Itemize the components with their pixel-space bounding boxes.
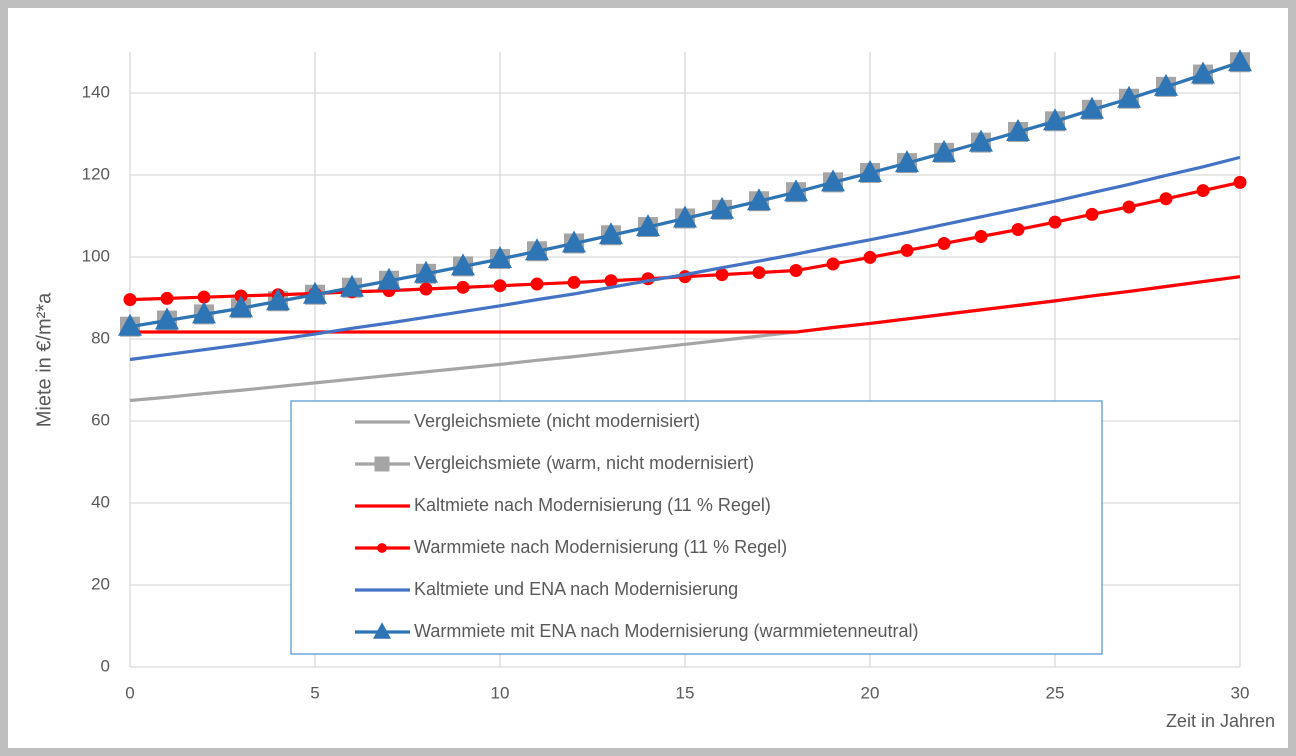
square-marker [374, 456, 390, 472]
circle-marker [604, 274, 618, 288]
y-tick-label: 60 [91, 410, 110, 429]
circle-marker [160, 291, 174, 305]
series-line [130, 275, 1241, 334]
series-line [129, 155, 1241, 362]
x-tick-label: 5 [310, 683, 319, 702]
circle-marker [863, 250, 877, 264]
triangle-marker [821, 169, 845, 192]
circle-marker [1048, 215, 1062, 229]
triangle-marker [373, 622, 391, 639]
circle-marker [493, 279, 507, 293]
triangle-marker [1006, 118, 1030, 141]
triangle-marker [414, 260, 438, 283]
x-tick-label: 30 [1231, 683, 1250, 702]
legend-box [290, 400, 1103, 655]
triangle-marker [340, 274, 364, 297]
triangle-marker [636, 214, 660, 237]
legend-label: Vergleichsmiete (warm, nicht modernisier… [414, 453, 754, 473]
triangle-marker [266, 288, 290, 311]
triangle-marker [673, 205, 697, 228]
y-tick-label: 40 [91, 492, 110, 511]
x-tick-label: 20 [861, 683, 880, 702]
circle-marker [1085, 207, 1099, 221]
circle-marker [789, 264, 803, 278]
triangle-marker [784, 179, 808, 202]
circle-marker [123, 293, 137, 307]
legend-label: Warmmiete mit ENA nach Modernisierung (w… [414, 621, 919, 641]
circle-marker [377, 543, 387, 553]
triangle-marker [1228, 49, 1252, 72]
triangle-marker [525, 238, 549, 261]
triangle-marker [895, 150, 919, 173]
y-tick-label: 20 [91, 574, 110, 593]
y-tick-label: 120 [82, 164, 110, 183]
circle-marker [974, 230, 988, 243]
circle-marker [715, 268, 729, 282]
x-tick-label: 25 [1046, 683, 1065, 702]
triangle-marker [969, 129, 993, 152]
triangle-marker [747, 188, 771, 211]
circle-marker [419, 282, 433, 296]
y-axis-title: Miete in €/m²*a [33, 292, 55, 427]
triangle-marker [303, 281, 327, 304]
triangle-marker [229, 295, 253, 318]
circle-marker [752, 266, 766, 280]
triangle-marker [192, 301, 216, 324]
triangle-marker [710, 196, 734, 219]
triangle-marker [858, 159, 882, 182]
x-tick-label: 15 [676, 683, 695, 702]
y-tick-label: 140 [82, 82, 110, 101]
legend-label: Kaltmiete nach Modernisierung (11 % Rege… [414, 495, 771, 515]
triangle-marker [1080, 96, 1104, 119]
circle-marker [1122, 200, 1136, 214]
triangle-marker [118, 313, 142, 336]
triangle-marker [1154, 73, 1178, 96]
x-axis-title: Zeit in Jahren [1166, 711, 1275, 731]
circle-marker [456, 280, 470, 294]
circle-marker [197, 290, 211, 304]
circle-marker [826, 257, 840, 271]
y-tick-label: 80 [91, 328, 110, 347]
legend-label: Warmmiete nach Modernisierung (11 % Rege… [414, 537, 787, 557]
circle-marker [1159, 192, 1173, 206]
x-tick-label: 10 [491, 683, 510, 702]
triangle-marker [488, 246, 512, 269]
circle-marker [937, 236, 951, 250]
triangle-marker [1191, 61, 1215, 84]
circle-marker [900, 243, 914, 257]
triangle-marker [1117, 85, 1141, 108]
circle-marker [1196, 184, 1210, 198]
legend-label: Kaltmiete und ENA nach Modernisierung [414, 579, 738, 599]
circle-marker [567, 275, 581, 289]
triangle-marker [1043, 108, 1067, 131]
y-tick-label: 100 [82, 246, 110, 265]
triangle-marker [155, 307, 179, 330]
legend: Vergleichsmiete (nicht modernisiert) Verg… [290, 400, 1103, 655]
triangle-marker [599, 222, 623, 245]
y-tick-label: 0 [101, 656, 110, 675]
x-tick-label: 0 [125, 683, 134, 702]
circle-marker [1011, 223, 1025, 237]
triangle-marker [562, 230, 586, 253]
triangle-marker [451, 253, 475, 276]
circle-marker [530, 277, 544, 291]
triangle-marker [932, 139, 956, 162]
circle-marker [1233, 175, 1247, 189]
legend-label: Vergleichsmiete (nicht modernisiert) [414, 411, 700, 431]
triangle-marker [377, 267, 401, 290]
